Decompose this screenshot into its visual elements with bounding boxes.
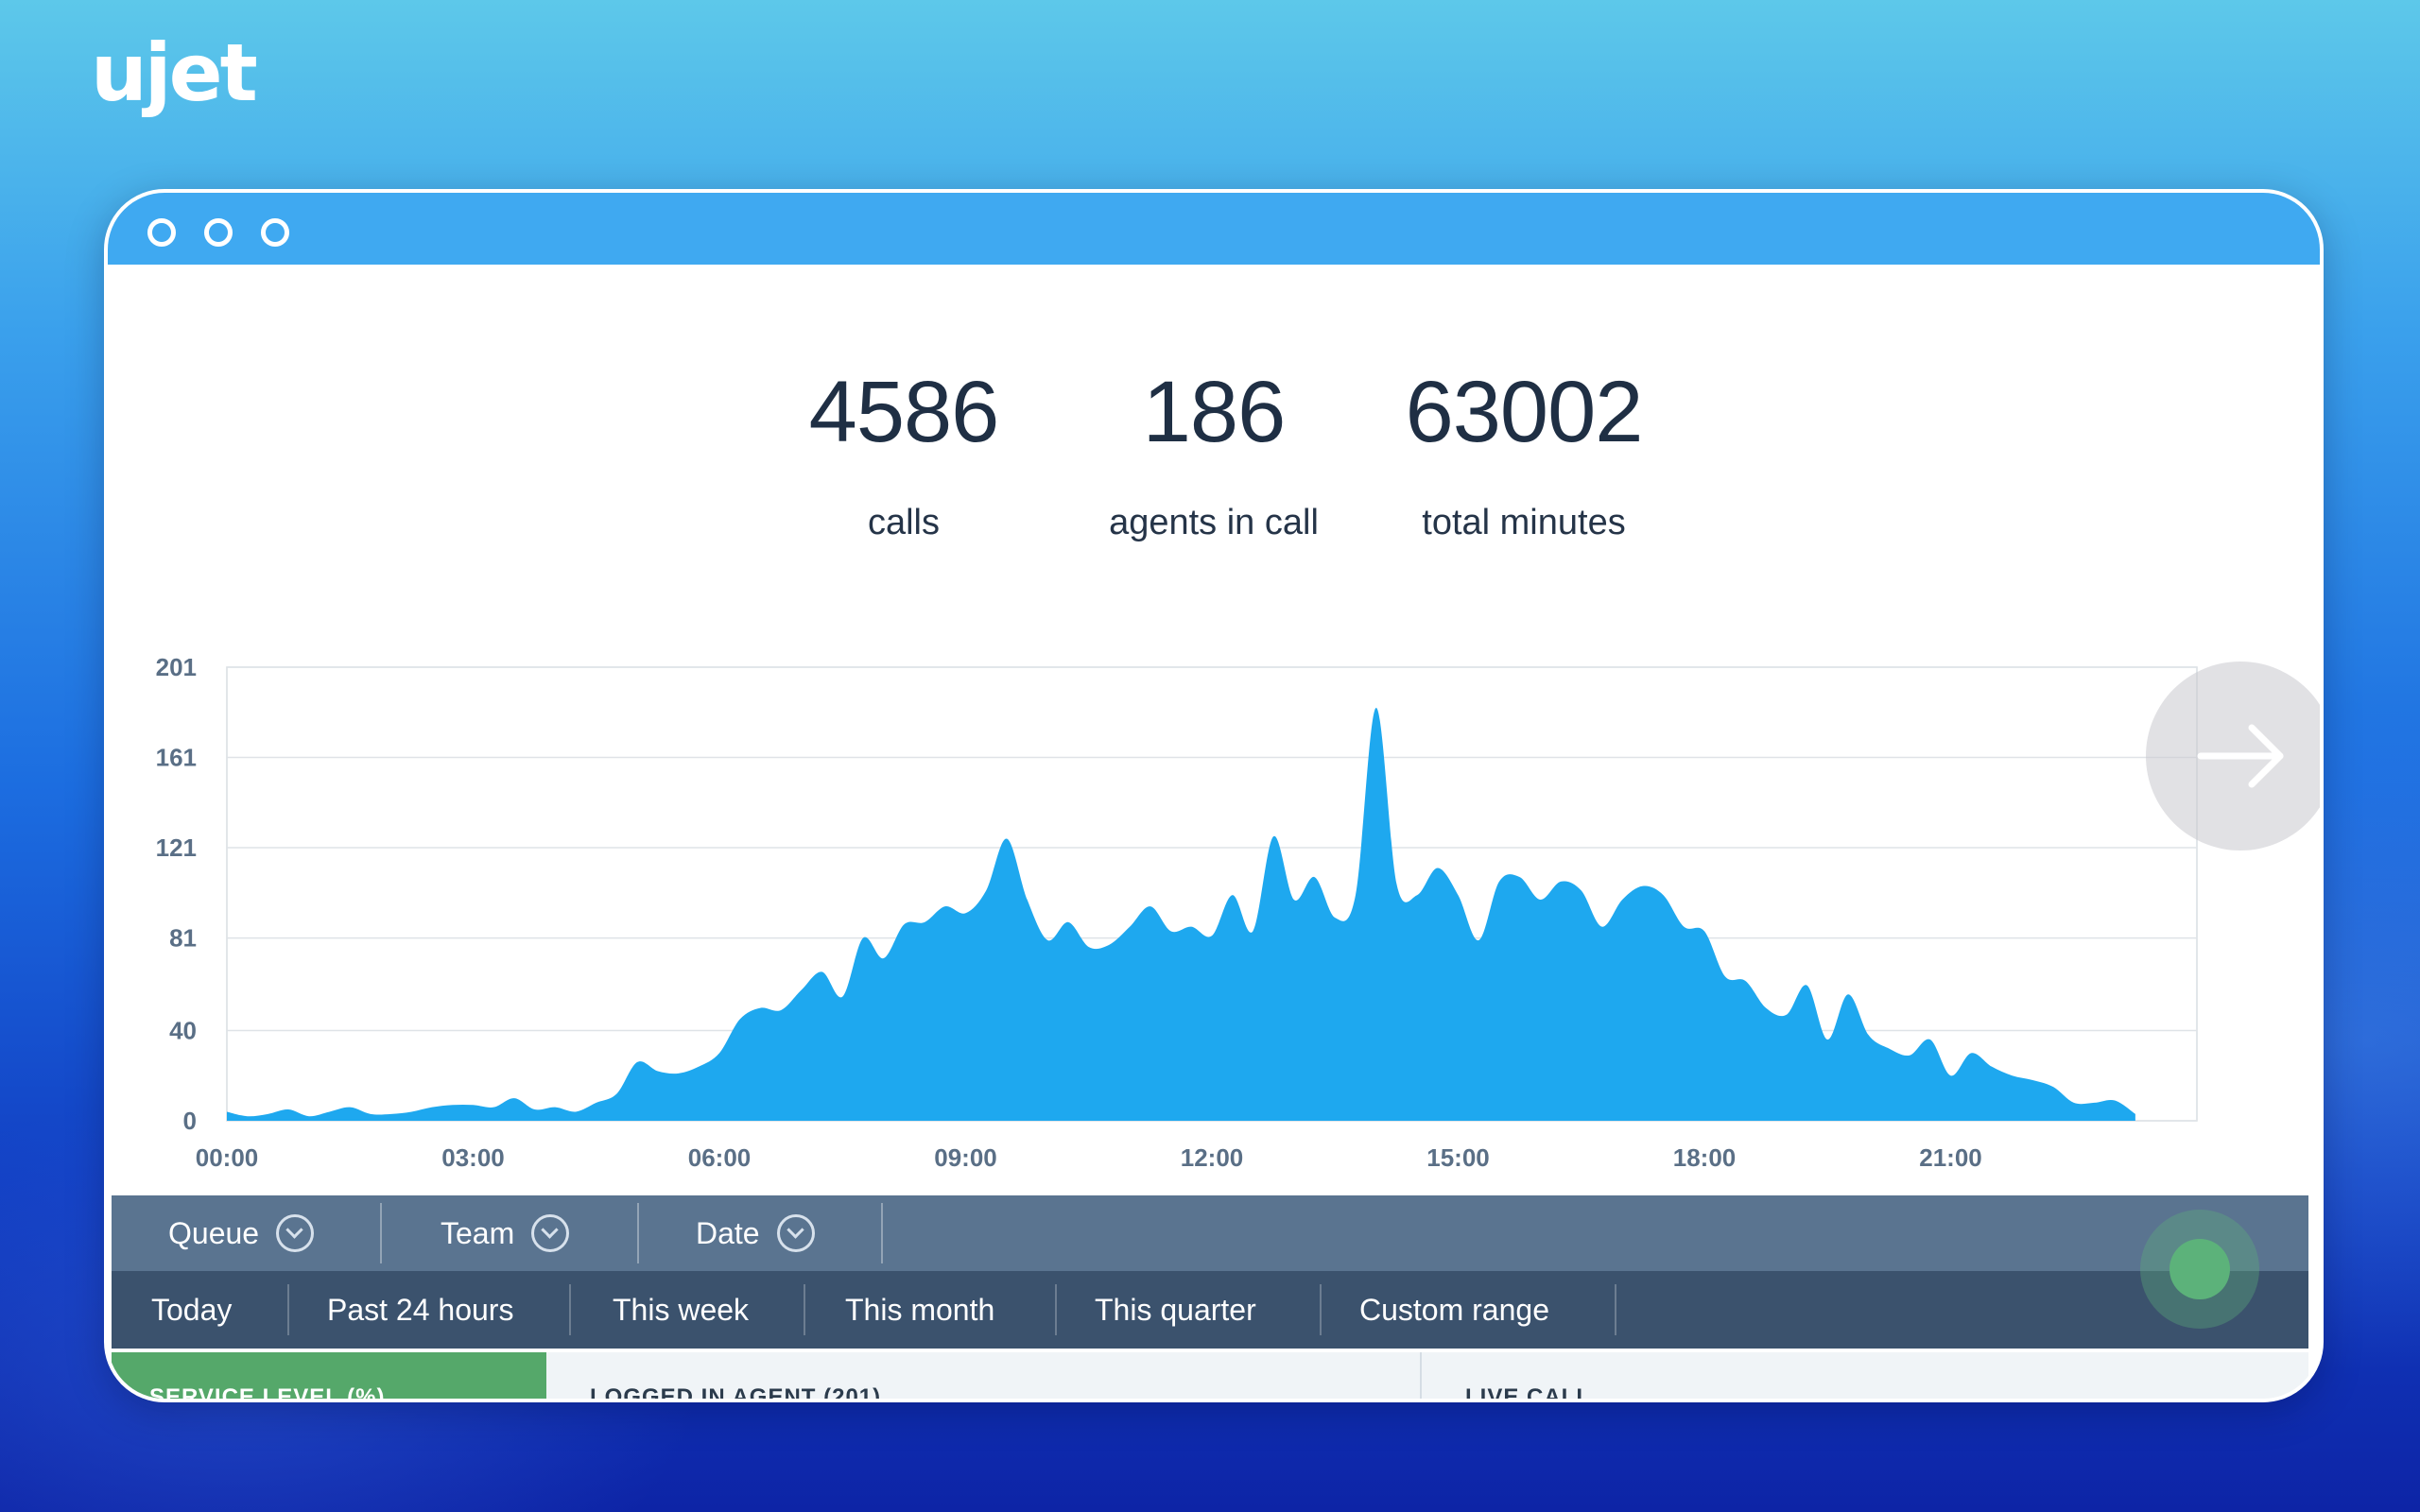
y-tick-label: 201 [156, 653, 197, 681]
service-level-panel[interactable]: SERVICE LEVEL (%) [112, 1352, 546, 1402]
logged-in-agent-title: LOGGED IN AGENT (201) [590, 1384, 882, 1402]
arrow-right-icon [2197, 724, 2284, 788]
x-tick-label: 03:00 [441, 1143, 505, 1172]
calls-area-chart: 201 161 121 81 40 0 00:00 03:00 06:00 09:00 12:00 1… [156, 653, 2198, 1172]
date-filter-label: Date [696, 1215, 760, 1250]
stat-calls: 4586 calls [752, 369, 1055, 543]
divider [1420, 1352, 1422, 1399]
range-custom[interactable]: Custom range [1359, 1293, 1549, 1327]
range-past-24-hours[interactable]: Past 24 hours [327, 1293, 514, 1327]
chevron-down-icon [776, 1214, 815, 1252]
x-tick-label: 06:00 [688, 1143, 752, 1172]
ujet-logo: ujet [91, 26, 258, 119]
range-this-month[interactable]: This month [845, 1293, 995, 1327]
calls-area-series [227, 707, 2135, 1121]
date-range-bar: Today Past 24 hours This week This month… [112, 1271, 2308, 1349]
stat-agents-label: agents in call [1109, 503, 1319, 542]
divider [1055, 1284, 1057, 1335]
range-today[interactable]: Today [151, 1293, 233, 1327]
divider [804, 1284, 805, 1335]
stat-agents-value: 186 [1142, 364, 1287, 460]
x-tick-label: 15:00 [1426, 1143, 1490, 1172]
divider [1320, 1284, 1322, 1335]
filter-bar: Queue Team Date [112, 1195, 2308, 1271]
dashboard-content: 4586 calls 186 agents in call 63002 tota… [108, 265, 2320, 1399]
chevron-down-icon [276, 1214, 315, 1252]
divider [569, 1284, 571, 1335]
stat-calls-label: calls [867, 503, 941, 542]
service-level-title: SERVICE LEVEL (%) [149, 1384, 386, 1402]
status-dot-icon [2169, 1239, 2230, 1299]
range-this-week[interactable]: This week [613, 1293, 750, 1327]
team-filter[interactable]: Team [441, 1195, 570, 1271]
status-indicator[interactable] [2140, 1210, 2259, 1329]
stat-minutes-label: total minutes [1422, 503, 1626, 542]
y-tick-label: 0 [183, 1107, 197, 1135]
window-control-minimize[interactable] [204, 218, 233, 247]
chevron-down-icon [531, 1214, 570, 1252]
browser-window: 4586 calls 186 agents in call 63002 tota… [104, 189, 2324, 1402]
team-filter-label: Team [441, 1215, 515, 1250]
live-call-title: LIVE CALL [1465, 1384, 1591, 1402]
stat-calls-value: 4586 [808, 364, 1000, 460]
divider [287, 1284, 289, 1335]
x-tick-label: 09:00 [934, 1143, 997, 1172]
x-tick-label: 12:00 [1181, 1143, 1244, 1172]
y-tick-label: 161 [156, 744, 197, 772]
window-titlebar [108, 193, 2320, 265]
divider [1615, 1284, 1616, 1335]
x-tick-label: 00:00 [196, 1143, 259, 1172]
y-tick-label: 40 [169, 1016, 197, 1044]
next-arrow-button[interactable] [2146, 662, 2320, 850]
y-tick-label: 121 [156, 833, 197, 862]
divider [380, 1203, 382, 1263]
stat-total-minutes: 63002 total minutes [1373, 369, 1675, 543]
queue-filter-label: Queue [168, 1215, 260, 1250]
y-tick-label: 81 [169, 924, 197, 953]
stat-agents-in-call: 186 agents in call [1063, 369, 1365, 543]
range-this-quarter[interactable]: This quarter [1095, 1293, 1256, 1327]
window-control-maximize[interactable] [261, 218, 289, 247]
window-control-close[interactable] [147, 218, 176, 247]
x-tick-label: 18:00 [1673, 1143, 1737, 1172]
divider [637, 1203, 639, 1263]
divider [881, 1203, 883, 1263]
queue-filter[interactable]: Queue [168, 1195, 315, 1271]
x-tick-label: 21:00 [1919, 1143, 1982, 1172]
stat-minutes-value: 63002 [1405, 364, 1644, 460]
summary-panels: SERVICE LEVEL (%) LOGGED IN AGENT (201) … [112, 1352, 2308, 1402]
date-filter[interactable]: Date [696, 1195, 815, 1271]
